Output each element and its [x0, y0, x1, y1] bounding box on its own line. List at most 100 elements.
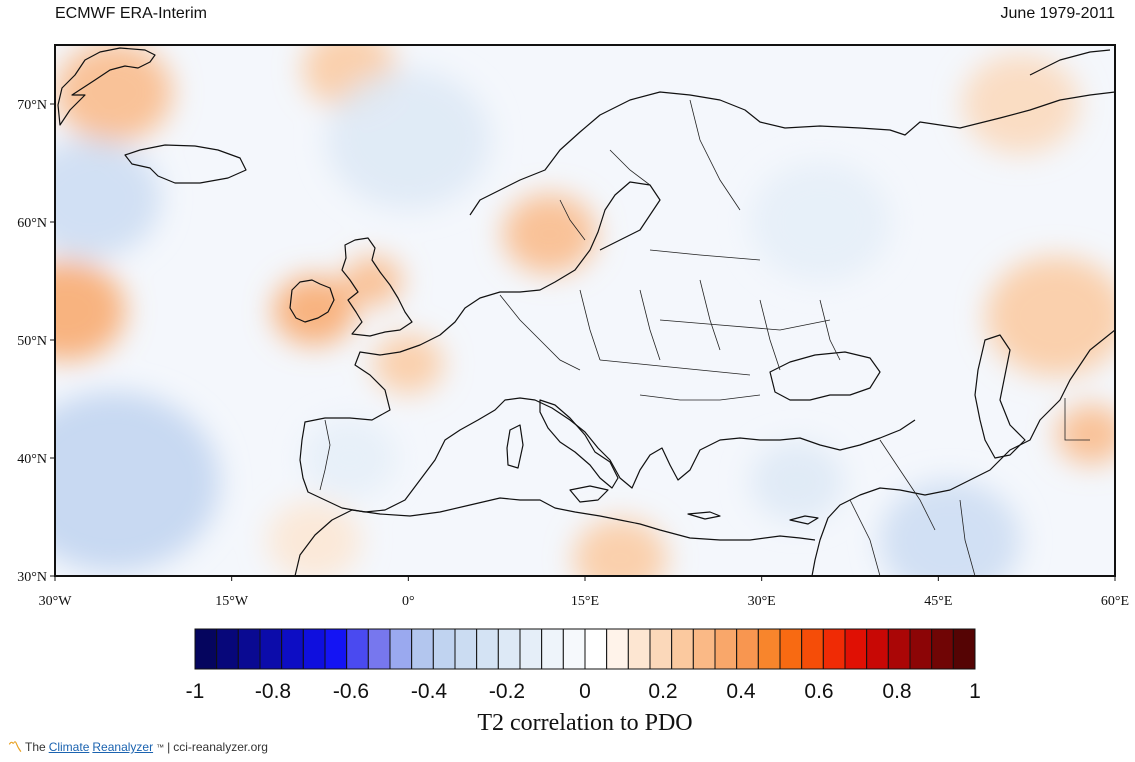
anomaly-blob-5	[343, 255, 403, 307]
anomaly-blob-1	[55, 45, 173, 143]
borders	[319, 99, 1090, 576]
border-iberia	[319, 419, 331, 491]
colorbar-tick-label-1: -0.8	[255, 680, 291, 700]
coastline-italy	[539, 399, 619, 489]
colorbar-segment-18	[584, 628, 608, 670]
lat-label-1: 60°N	[17, 216, 47, 231]
footer-credit: 〽 The Climate Reanalyzer ™ | cci-reanaly…	[8, 737, 268, 757]
lat-label-4: 30°N	[17, 570, 47, 585]
coastline-black-sea	[769, 351, 881, 401]
map-field	[55, 45, 1115, 576]
colorbar-segment-24	[714, 628, 738, 670]
coastline-greenland	[57, 47, 156, 126]
colorbar-segment-11	[432, 628, 456, 670]
colorbar-tick-label-5: 0	[579, 680, 591, 700]
colorbar-segment-28	[801, 628, 824, 670]
coastline-continent	[469, 91, 1115, 576]
colorbar-segment-2	[237, 628, 261, 670]
lat-label-3: 40°N	[17, 452, 47, 467]
colorbar-segment-27	[779, 628, 803, 670]
colorbar-tick-label-7: 0.4	[726, 680, 756, 700]
lon-label-4: 30°E	[748, 594, 776, 609]
anomaly-blob-6	[373, 333, 444, 394]
anomaly-layer	[55, 45, 1115, 576]
coastline-north-africa	[294, 497, 816, 576]
colorbar-segment-13	[476, 628, 499, 670]
longitude-axis: 30°W 15°W 0° 15°E 30°E 45°E 60°E	[39, 576, 1129, 609]
colorbar-segment-12	[454, 628, 478, 670]
colorbar-segment-32	[887, 628, 911, 670]
anomaly-blob-10	[961, 53, 1080, 155]
colorbar-segment-30	[844, 628, 868, 670]
coastline-caspian-sea	[974, 334, 1026, 459]
footer-url[interactable]: cci-reanalyzer.org	[173, 740, 268, 754]
reanalyzer-logo-icon: 〽	[8, 739, 22, 755]
brand-prefix: The	[25, 740, 46, 754]
colorbar-tick-label-3: -0.4	[411, 680, 448, 700]
lon-label-3: 15°E	[571, 594, 599, 609]
colorbar-segment-6	[324, 628, 348, 670]
colorbar-tick-label-0: -1	[186, 680, 205, 700]
brand-tm: ™	[156, 742, 165, 752]
colorbar-segment-14	[497, 628, 521, 670]
colorbar-segment-33	[909, 628, 933, 670]
colorbar	[194, 628, 976, 670]
coastline-cyprus	[789, 515, 819, 525]
colorbar-tick-labels: -1 -0.8 -0.6 -0.4 -0.2 0 0.2 0.4 0.6 0.8 1	[186, 680, 981, 700]
footer-separator: |	[167, 740, 171, 754]
colorbar-tick-label-8: 0.6	[804, 680, 833, 700]
colorbar-segment-20	[627, 628, 651, 670]
border-middle-east	[849, 398, 1090, 576]
brand-climate: Climate	[48, 740, 90, 754]
anomaly-blob-7	[502, 193, 597, 274]
colorbar-segment-31	[866, 628, 889, 670]
colorbar-segment-4	[281, 628, 304, 670]
anomaly-blob-17	[1056, 404, 1115, 465]
colorbar-segment-34	[931, 628, 954, 670]
dataset-title: ECMWF ERA-Interim	[55, 5, 207, 22]
colorbar-tick-label-9: 0.8	[882, 680, 911, 700]
colorbar-segment-15	[519, 628, 543, 670]
anomaly-blob-3	[55, 391, 220, 572]
coastlines	[57, 47, 1115, 576]
colorbar-segment-29	[822, 628, 846, 670]
colorbar-segment-7	[346, 628, 369, 670]
period-title: June 1979-2011	[1000, 5, 1115, 22]
colorbar-segment-35	[952, 628, 976, 670]
border-scandinavia	[559, 99, 741, 241]
lon-label-1: 15°W	[215, 594, 249, 609]
coastline-sicily	[569, 485, 609, 503]
anomaly-blob-15	[749, 161, 892, 283]
colorbar-segment-9	[389, 628, 413, 670]
lon-label-0: 30°W	[39, 594, 73, 609]
colorbar-segment-17	[562, 628, 586, 670]
brand-reanalyzer: Reanalyzer	[92, 740, 154, 754]
colorbar-segment-1	[216, 628, 239, 670]
anomaly-blob-2	[55, 138, 161, 259]
border-eastern-europe	[599, 249, 831, 401]
latitude-axis: 70°N 60°N 50°N 40°N 30°N	[17, 98, 55, 585]
colorbar-title: T2 correlation to PDO	[477, 710, 693, 736]
lat-label-0: 70°N	[17, 98, 47, 113]
anomaly-blob-9	[985, 256, 1115, 377]
colorbar-tick-label-2: -0.6	[333, 680, 369, 700]
coastline-iceland	[124, 144, 247, 184]
coastline-crete	[687, 511, 721, 520]
colorbar-segment-25	[736, 628, 759, 670]
coastline-europe-west	[299, 181, 916, 513]
lon-label-5: 45°E	[924, 594, 952, 609]
colorbar-segment-22	[671, 628, 694, 670]
anomaly-blob-0	[55, 260, 126, 361]
colorbar-segment-19	[606, 628, 629, 670]
lon-label-2: 0°	[402, 594, 415, 609]
map-figure: 70°N 60°N 50°N 40°N 30°N 30°W 15°W 0° 15°E 30°E 4…	[17, 44, 1129, 700]
colorbar-segment-5	[302, 628, 326, 670]
colorbar-segment-0	[194, 628, 218, 670]
border-central-europe	[499, 279, 841, 371]
colorbar-tick-label-10: 1	[969, 680, 981, 700]
anomaly-blob-4	[272, 275, 356, 346]
colorbar-segment-26	[757, 628, 781, 670]
coastline-great-britain	[341, 237, 413, 337]
colorbar-segment-16	[541, 628, 564, 670]
lon-label-6: 60°E	[1101, 594, 1129, 609]
